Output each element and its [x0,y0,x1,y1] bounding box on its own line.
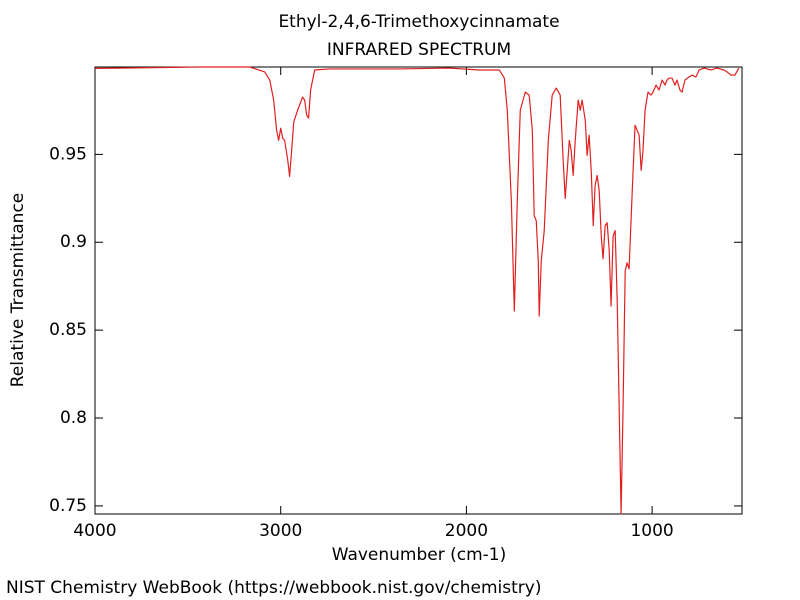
chart-subtitle: INFRARED SPECTRUM [327,40,511,60]
chart-title: Ethyl-2,4,6-Trimethoxycinnamate [278,12,559,32]
y-tick-label: 0.75 [49,496,87,516]
y-tick-label: 0.8 [60,408,87,428]
spectrum-line [94,66,740,515]
x-axis-label: Wavenumber (cm-1) [332,545,507,565]
y-axis-label: Relative Transmittance [8,193,28,388]
plot-frame [94,66,743,515]
source-note: NIST Chemistry WebBook (https://webbook.… [6,578,541,598]
x-tick-label: 2000 [445,521,488,541]
x-tick-label: 4000 [73,521,116,541]
x-tick-label: 1000 [630,521,673,541]
y-tick-label: 0.85 [49,320,87,340]
y-tick-label: 0.9 [60,232,87,252]
y-tick-label: 0.95 [49,144,87,164]
x-tick-label: 3000 [259,521,302,541]
